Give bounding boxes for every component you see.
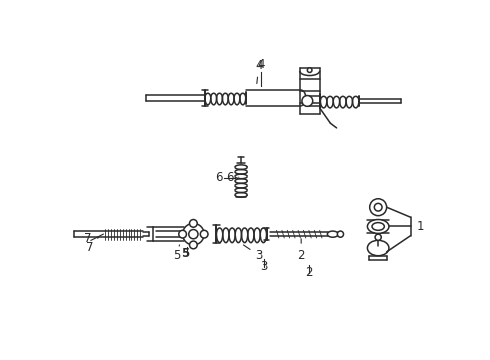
Circle shape xyxy=(189,230,198,239)
Circle shape xyxy=(183,223,204,245)
Circle shape xyxy=(369,199,387,216)
Ellipse shape xyxy=(372,222,384,230)
Text: 7: 7 xyxy=(84,232,92,245)
Circle shape xyxy=(190,241,197,249)
Text: 5: 5 xyxy=(173,245,180,262)
Circle shape xyxy=(307,68,312,72)
Circle shape xyxy=(302,95,313,106)
Text: 5: 5 xyxy=(182,247,190,260)
Circle shape xyxy=(337,231,343,237)
Circle shape xyxy=(190,220,197,227)
Text: 3: 3 xyxy=(261,260,268,273)
Text: 2: 2 xyxy=(297,239,305,262)
Text: 4: 4 xyxy=(255,59,263,84)
Text: 1: 1 xyxy=(416,220,424,233)
Circle shape xyxy=(375,234,381,240)
Ellipse shape xyxy=(368,220,389,233)
Circle shape xyxy=(200,230,208,238)
Circle shape xyxy=(374,203,382,211)
Circle shape xyxy=(179,230,187,238)
Text: 3: 3 xyxy=(244,245,263,262)
Ellipse shape xyxy=(327,231,338,237)
Text: 6: 6 xyxy=(226,171,239,184)
Text: 2: 2 xyxy=(305,266,313,279)
Text: 7: 7 xyxy=(86,237,98,254)
Text: 6: 6 xyxy=(215,171,222,184)
Text: 4: 4 xyxy=(257,58,265,71)
